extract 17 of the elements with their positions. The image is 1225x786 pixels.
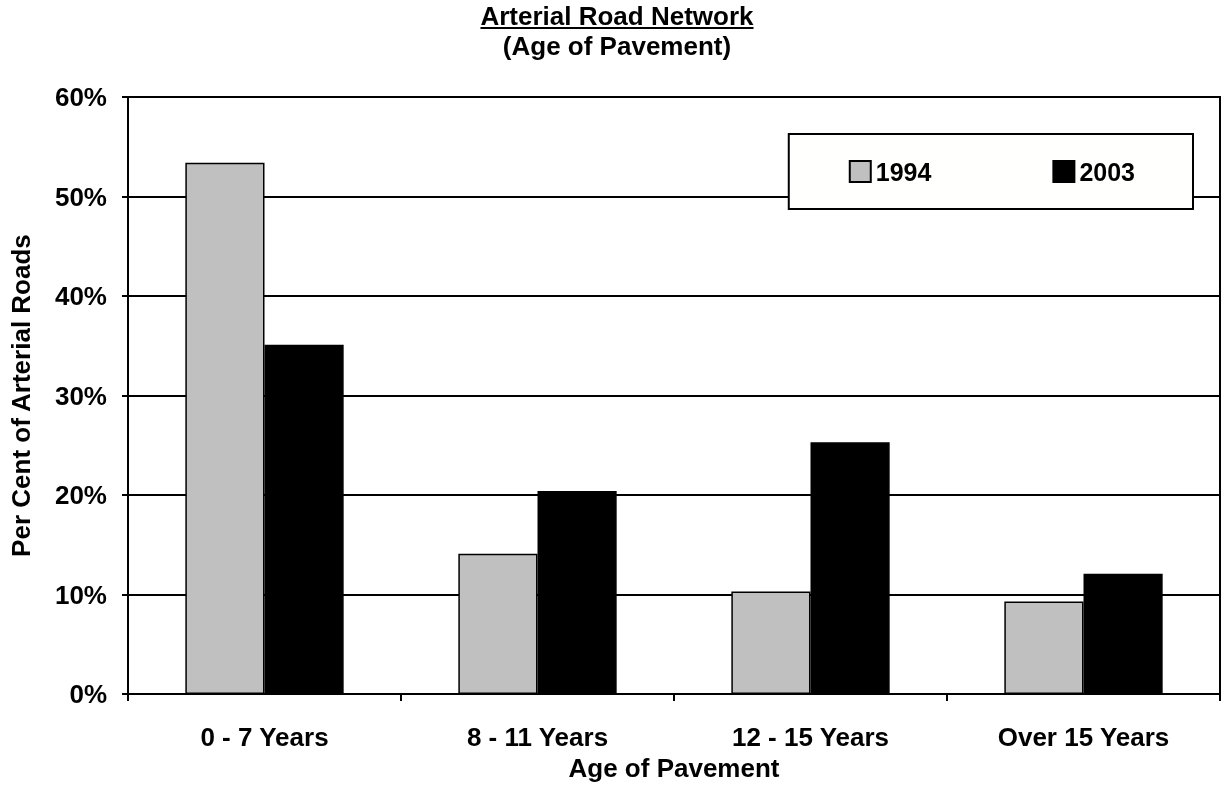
chart-subtitle: (Age of Pavement) [502,31,732,61]
x-axis-title: Age of Pavement [568,753,780,783]
legend-label: 1994 [875,157,932,186]
y-tick-label: 10% [54,579,107,610]
y-axis-title: Per Cent of Arterial Roads [6,234,36,557]
x-tick-label: Over 15 Years [997,722,1170,753]
x-tick-label: 8 - 11 Years [466,722,609,753]
x-tick-label: 12 - 15 Years [731,722,890,753]
y-tick-label: 50% [54,181,107,212]
x-tick-label: 0 - 7 Years [200,722,329,753]
y-tick-label: 30% [54,380,107,411]
y-tick-label: 20% [54,480,107,511]
legend-label: 2003 [1079,157,1136,186]
chart-title: Arterial Road Network [480,1,754,31]
y-tick-label: 0% [69,679,107,710]
y-tick-label: 60% [54,82,107,112]
y-tick-label: 40% [54,281,107,312]
